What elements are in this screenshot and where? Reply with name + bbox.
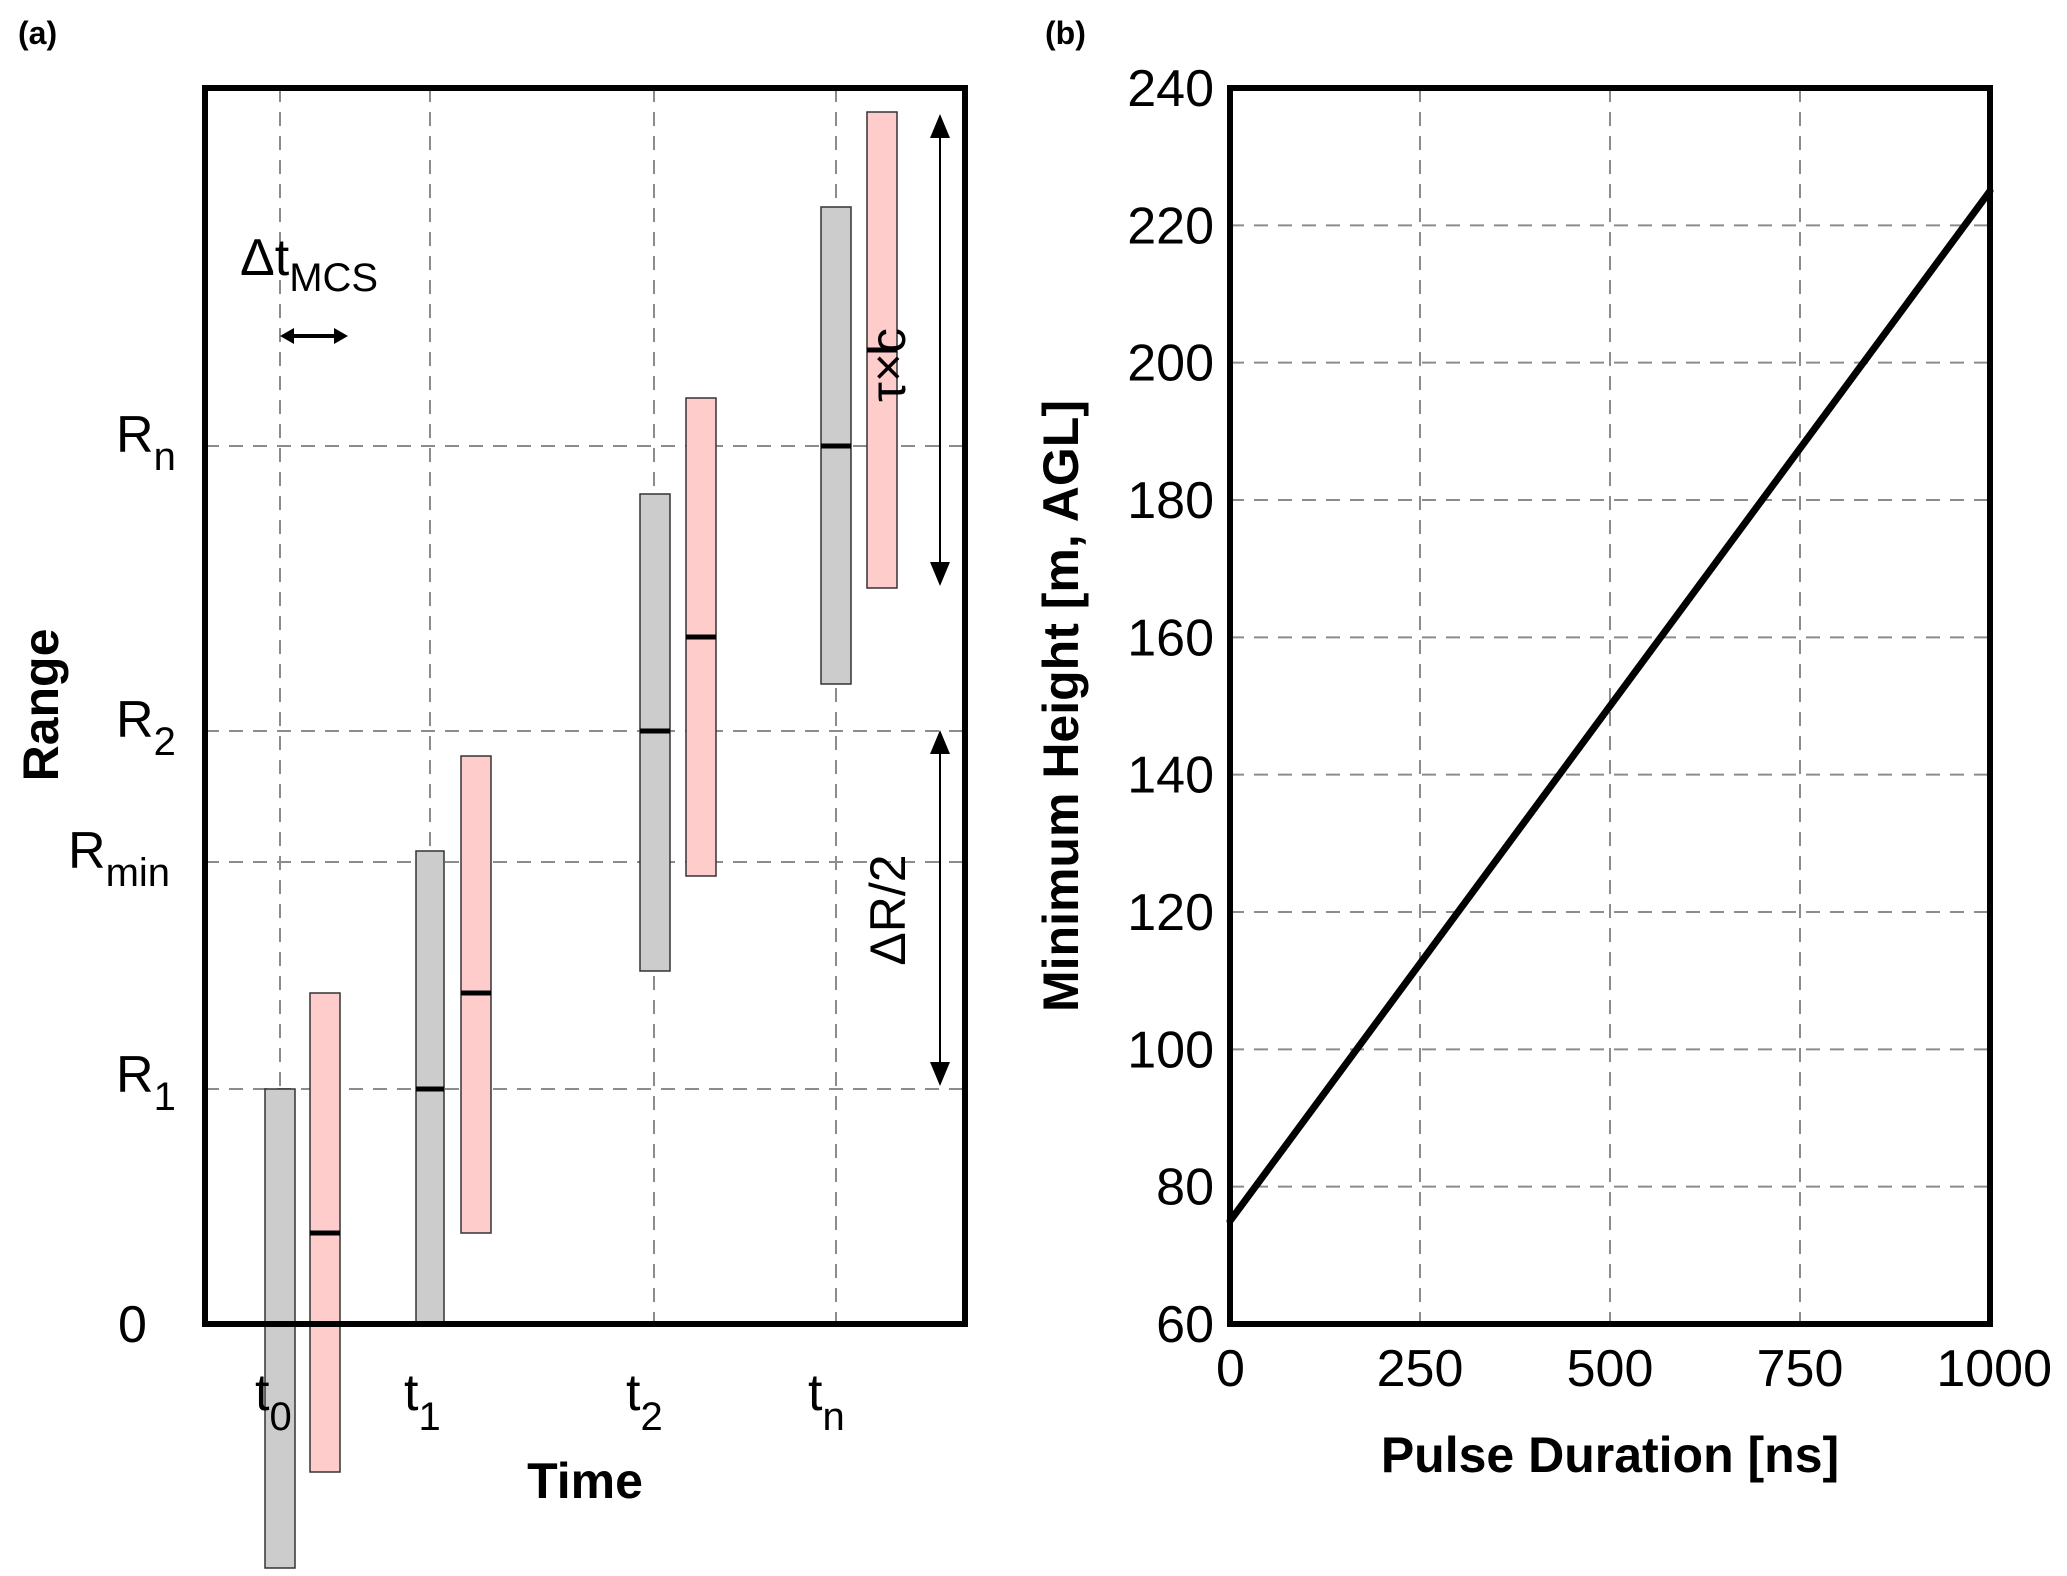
panel-a-y-ticks: 0 R1 Rmin R2 Rn <box>68 406 176 1354</box>
x-tick-label: t2 <box>626 1364 663 1439</box>
y-tick-label: 200 <box>1127 335 1214 393</box>
panel-b: (b) 0 250 500 750 1000 60 80 100 120 140 160 180 200… <box>1033 15 2052 1483</box>
panel-b-series <box>1226 187 1994 1225</box>
tau-c-arrow <box>930 114 950 586</box>
y-tick-label: 60 <box>1156 1296 1214 1354</box>
x-tick-label: t0 <box>255 1364 292 1439</box>
y-tick-label: 0 <box>118 1296 147 1354</box>
y-tick-label: 140 <box>1127 747 1214 805</box>
y-tick-label: 80 <box>1156 1159 1214 1217</box>
panel-b-x-axis-label: Pulse Duration [ns] <box>1381 1427 1839 1483</box>
dt-mcs-arrow <box>280 328 348 344</box>
y-tick-label: 120 <box>1127 884 1214 942</box>
x-tick-label: 500 <box>1567 1340 1654 1398</box>
y-tick-label: 240 <box>1127 60 1214 118</box>
panel-a-y-axis-label: Range <box>13 629 69 782</box>
x-tick-label: 0 <box>1216 1340 1245 1398</box>
y-tick-label: R1 <box>116 1046 176 1119</box>
y-tick-label: 220 <box>1127 197 1214 255</box>
panel-b-label: (b) <box>1045 15 1086 51</box>
series-line <box>1226 187 1994 1225</box>
x-tick-label: 250 <box>1377 1340 1464 1398</box>
panel-a-label: (a) <box>18 15 57 51</box>
y-tick-label: Rmin <box>68 822 170 895</box>
y-tick-label: 160 <box>1127 609 1214 667</box>
x-tick-label: t1 <box>404 1364 441 1439</box>
panel-a: (a) 0 R1 Rmin R2 Rn t0 <box>13 15 968 1569</box>
tau-c-annotation: τ×c <box>860 328 916 402</box>
y-tick-label: Rn <box>116 406 176 479</box>
dt-mcs-annotation: ΔtMCS <box>240 229 378 300</box>
panel-b-tick-labels: 0 250 500 750 1000 60 80 100 120 140 160 180 200 220 2… <box>1127 60 2052 1398</box>
panel-a-x-ticks: t0 t1 t2 tn <box>255 1364 845 1439</box>
panel-b-frame <box>1227 85 1993 1327</box>
x-tick-label: 750 <box>1757 1340 1844 1398</box>
x-tick-label: tn <box>808 1364 845 1439</box>
delta-r-annotation: ΔR/2 <box>860 854 916 965</box>
panel-b-y-axis-label: Minimum Height [m, AGL] <box>1033 400 1089 1012</box>
panel-a-bars <box>264 111 898 1569</box>
y-tick-label: 100 <box>1127 1021 1214 1079</box>
y-tick-label: R2 <box>116 691 176 764</box>
delta-r-arrow <box>930 730 950 1086</box>
gray-bar-t0 <box>264 1088 296 1569</box>
panel-a-frame <box>202 85 968 1327</box>
x-tick-label: 1000 <box>1936 1340 2052 1398</box>
y-tick-label: 180 <box>1127 472 1214 530</box>
panel-a-x-axis-label: Time <box>527 1453 643 1509</box>
